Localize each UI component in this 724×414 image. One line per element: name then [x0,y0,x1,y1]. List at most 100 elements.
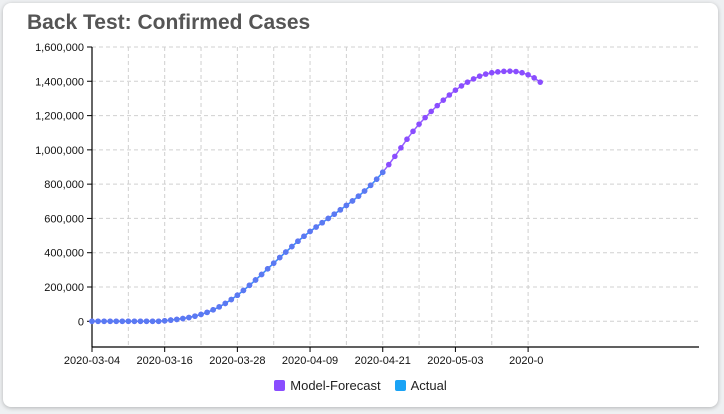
data-point-actual [186,314,192,321]
data-point-actual [307,228,313,235]
data-point-model-forecast [537,79,544,85]
data-point-actual [131,318,138,325]
legend-item-actual[interactable]: Actual [394,378,447,393]
data-point-model-forecast [488,69,495,76]
data-point-actual [161,317,168,324]
data-point-actual [173,316,180,323]
data-point-model-forecast [507,68,513,74]
chart-title: Back Test: Confirmed Cases [27,11,311,34]
data-point-actual [167,317,174,323]
data-point-actual [155,318,162,325]
data-point-model-forecast [440,97,447,103]
y-tick-label: 0 [78,316,84,328]
legend-swatch-model-forecast [274,380,286,391]
data-point-actual [125,318,132,325]
data-point-actual [210,307,216,313]
data-point-model-forecast [410,128,416,135]
data-point-actual [337,207,344,213]
data-point-actual [295,238,301,245]
data-point-actual [367,182,374,189]
y-tick-label: 600,000 [44,213,84,225]
y-tick-label: 800,000 [44,179,84,191]
data-point-actual [107,318,113,325]
data-point-actual [325,215,332,222]
data-point-actual [258,271,265,278]
data-point-model-forecast [525,71,531,78]
data-point-model-forecast [428,108,434,115]
data-point-actual [204,309,210,316]
data-point-model-forecast [434,102,441,109]
legend-swatch-actual [394,380,406,391]
line-chart: 0 200,000 400,000 600,000 800,000 1,000,000 1,… [35,42,699,367]
data-point-actual [264,266,271,272]
x-tick-label: 2020-04-21 [355,355,411,367]
y-tick-label: 200,000 [44,282,84,294]
data-point-actual [276,254,283,261]
y-tick-label: 1,600,000 [35,42,84,54]
x-tick-label: 2020-05-03 [427,355,483,367]
data-point-actual [216,304,222,310]
data-point-actual [89,318,95,325]
data-point-actual [101,318,107,325]
data-point-actual [289,243,295,250]
legend-label-actual: Actual [410,378,447,393]
data-point-actual [222,300,229,307]
data-point-model-forecast [470,76,477,82]
data-point-model-forecast [385,161,392,168]
data-point-model-forecast [464,79,471,85]
data-point-actual [283,249,289,255]
y-tick-label: 1,400,000 [35,76,84,88]
data-point-actual [343,202,350,209]
x-tick-label: 2020-03-16 [137,355,193,367]
data-point-model-forecast [501,68,507,75]
data-point-model-forecast [531,75,537,81]
data-point-model-forecast [422,114,428,121]
data-point-actual [252,277,259,283]
data-point-actual [192,313,198,319]
data-point-actual [95,318,101,325]
data-point-actual [228,296,235,303]
data-point-actual [361,188,368,194]
chart-legend: Model-Forecast Actual [3,378,718,393]
data-point-actual [240,287,247,294]
series-line-model-forecast [92,70,541,323]
data-point-model-forecast [495,69,501,75]
data-point-actual [313,224,319,230]
chart-card: Back Test: Confirmed Cases 0 200,000 400,0… [3,3,718,407]
data-point-actual [331,211,338,217]
y-tick-label: 400,000 [44,248,84,260]
data-point-model-forecast [392,153,398,160]
data-point-model-forecast [446,92,453,98]
y-tick-label: 1,000,000 [35,145,84,157]
legend-label-model-forecast: Model-Forecast [290,378,381,393]
data-point-model-forecast [416,121,422,127]
data-point-model-forecast [398,145,404,151]
data-point-model-forecast [513,68,519,75]
data-point-actual [373,176,380,182]
data-point-model-forecast [404,136,410,143]
x-tick-label: 2020-0 [509,355,543,367]
data-point-actual [119,318,126,325]
data-point-actual [113,318,120,325]
data-point-actual [198,311,204,318]
data-point-model-forecast [452,87,459,93]
data-point-actual [149,318,156,325]
data-point-actual [137,318,144,325]
data-point-actual [319,219,325,226]
data-point-actual [270,260,277,266]
x-tick-label: 2020-03-04 [64,355,120,367]
data-point-actual [301,233,307,240]
data-point-actual [234,292,241,299]
data-point-actual [379,169,386,176]
data-point-actual [349,198,356,204]
y-tick-label: 1,200,000 [35,111,84,123]
data-point-model-forecast [519,69,525,76]
x-tick-label: 2020-03-28 [209,355,265,367]
data-point-actual [180,315,186,322]
data-point-model-forecast [458,83,465,89]
data-point-actual [355,193,362,199]
data-point-actual [143,318,150,325]
data-point-actual [246,282,253,289]
legend-item-model-forecast[interactable]: Model-Forecast [274,378,381,393]
data-point-model-forecast [482,71,489,77]
